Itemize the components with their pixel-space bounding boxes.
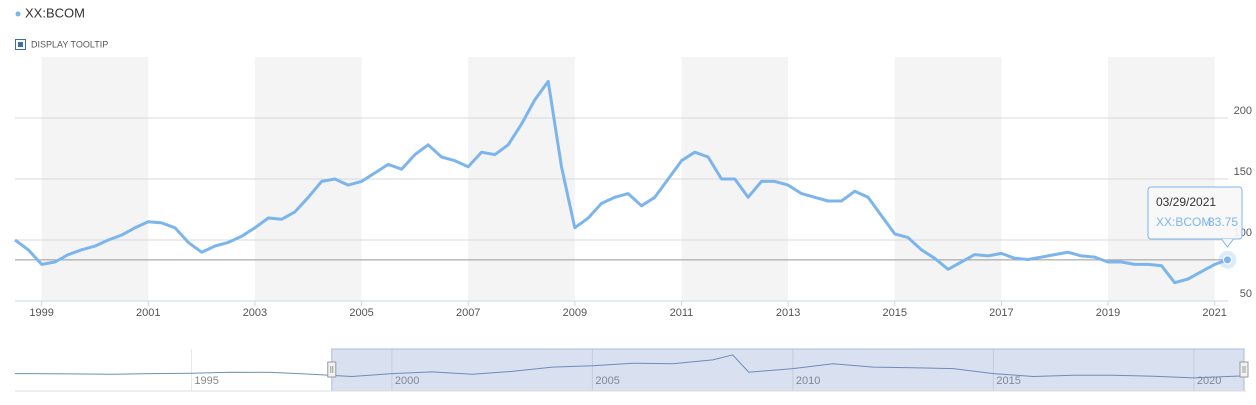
tooltip-value: 83.75: [1208, 215, 1238, 229]
x-tick-label: 2017: [989, 307, 1013, 319]
x-tick-label: 2013: [776, 307, 800, 319]
x-tick-label: 2021: [1202, 307, 1226, 319]
x-tick-label: 2019: [1096, 307, 1120, 319]
nav-line: [15, 354, 1244, 379]
tooltip: [1147, 186, 1243, 240]
y-tick-label: 150: [1234, 166, 1252, 178]
nav-handle[interactable]: [1239, 361, 1249, 378]
x-tick-label: 2007: [456, 307, 480, 319]
tooltip-date: 03/29/2021: [1156, 195, 1216, 209]
x-tick-label: 1999: [29, 307, 53, 319]
nav-tick-label: 2015: [996, 375, 1020, 387]
nav-tick-label: 2010: [796, 375, 820, 387]
checkbox-label[interactable]: DISPLAY TOOLTIP: [31, 39, 108, 49]
hover-point: [1222, 255, 1232, 265]
nav-tick-label: 1995: [194, 375, 218, 387]
navigator: 1995 2000 2005 2010 2015 2020: [15, 348, 1249, 392]
legend-label[interactable]: XX:BCOM: [25, 5, 85, 20]
series-line: [14, 79, 1229, 285]
nav-tick-label: 2005: [595, 375, 619, 387]
nav-selection: [331, 348, 1245, 392]
x-tick-label: 2001: [136, 307, 160, 319]
x-tick-label: 2009: [563, 307, 587, 319]
x-tick-label: 2011: [670, 307, 694, 319]
y-tick-label: 50: [1240, 288, 1252, 300]
x-tick-label: 2003: [243, 307, 267, 319]
tooltip-series: XX:BCOM: [1156, 215, 1211, 229]
checkbox-check: [18, 42, 23, 47]
y-tick-label: 200: [1234, 105, 1252, 117]
nav-handle[interactable]: [327, 361, 337, 378]
legend-dot: [15, 11, 21, 17]
x-tick-label: 2005: [349, 307, 373, 319]
tooltip-pointer: [1221, 238, 1234, 248]
x-tick-label: 2015: [883, 307, 907, 319]
main-plot: 1999 2001 2003 2005 2007 2009 2011 2013 2015 2017…: [14, 57, 1252, 319]
nav-tick-label: 2000: [395, 375, 419, 387]
